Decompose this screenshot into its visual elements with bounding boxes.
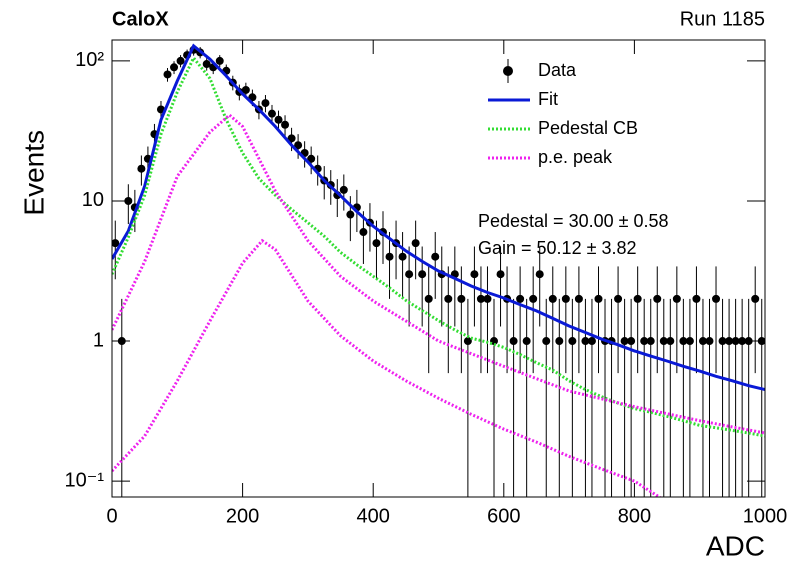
data-point xyxy=(215,56,224,65)
data-point xyxy=(659,337,668,346)
data-point xyxy=(646,337,655,346)
component-curve xyxy=(112,113,765,435)
x-tick-label: 800 xyxy=(618,505,651,527)
data-point xyxy=(666,337,675,346)
data-point xyxy=(248,93,257,102)
data-point xyxy=(418,270,427,279)
component-curve xyxy=(112,55,765,438)
y-tick-label: 1 xyxy=(93,329,104,351)
legend-marker xyxy=(503,66,513,76)
data-point xyxy=(385,252,394,261)
data-point xyxy=(627,337,636,346)
data-point xyxy=(640,337,649,346)
y-tick-label: 10² xyxy=(75,49,104,71)
data-point xyxy=(476,294,485,303)
data-point xyxy=(712,294,721,303)
data-point xyxy=(535,270,544,279)
data-point xyxy=(731,337,740,346)
data-point xyxy=(424,294,433,303)
data-point xyxy=(574,294,583,303)
data-point xyxy=(163,70,172,79)
data-point xyxy=(346,210,355,219)
data-point xyxy=(457,294,466,303)
component-curve xyxy=(112,238,662,497)
data-point xyxy=(398,252,407,261)
data-point xyxy=(594,294,603,303)
data-point xyxy=(274,115,283,124)
legend-label: Fit xyxy=(538,89,558,109)
data-point xyxy=(112,239,120,248)
data-point xyxy=(653,294,662,303)
chart-title: CaloX xyxy=(112,8,169,30)
data-point xyxy=(137,164,146,173)
legend-label: Data xyxy=(538,60,577,80)
x-tick-label: 1000 xyxy=(743,505,788,527)
data-point xyxy=(738,337,747,346)
plot-area xyxy=(112,43,765,497)
data-point xyxy=(307,154,316,163)
run-label: Run 1185 xyxy=(680,8,765,30)
data-point xyxy=(672,294,681,303)
data-point xyxy=(202,60,211,69)
frame xyxy=(111,39,766,498)
data-point xyxy=(692,294,701,303)
data-point xyxy=(614,294,623,303)
data-point xyxy=(241,85,250,94)
data-point xyxy=(581,337,590,346)
data-point xyxy=(522,337,531,346)
data-point xyxy=(496,270,505,279)
data-point xyxy=(281,120,290,129)
data-point xyxy=(542,337,551,346)
data-point xyxy=(339,185,348,194)
data-point xyxy=(294,141,303,150)
x-tick-label: 0 xyxy=(106,505,117,527)
data-point xyxy=(470,270,479,279)
fit-annotation: Pedestal = 30.00 ± 0.58 xyxy=(478,211,669,231)
data-point xyxy=(587,337,596,346)
data-point xyxy=(405,270,414,279)
data-point xyxy=(751,294,760,303)
data-point xyxy=(555,337,564,346)
data-point xyxy=(170,63,179,72)
y-tick-label: 10 xyxy=(82,189,104,211)
data-point xyxy=(267,109,276,118)
data-point xyxy=(685,337,694,346)
data-point xyxy=(529,294,538,303)
data-point xyxy=(463,337,472,346)
fit-annotation: Gain = 50.12 ± 3.82 xyxy=(478,238,637,258)
data-point xyxy=(509,337,518,346)
data-point xyxy=(548,294,557,303)
data-point xyxy=(372,239,381,248)
data-point xyxy=(359,228,368,237)
data-point xyxy=(561,294,570,303)
x-tick-label: 200 xyxy=(226,505,259,527)
data-point xyxy=(620,337,629,346)
data-point xyxy=(411,239,420,248)
data-point xyxy=(261,99,270,108)
data-point xyxy=(725,337,734,346)
data-point xyxy=(568,337,577,346)
y-tick-label: 10⁻¹ xyxy=(65,469,105,491)
data-point xyxy=(679,337,688,346)
data-point xyxy=(516,294,525,303)
legend-label: p.e. peak xyxy=(538,147,613,167)
data-point xyxy=(444,294,453,303)
y-axis-label: Events xyxy=(18,130,49,216)
x-tick-label: 400 xyxy=(357,505,390,527)
data-point xyxy=(705,337,714,346)
fit-curve xyxy=(112,43,765,392)
data-point xyxy=(287,134,296,143)
data-point xyxy=(698,337,707,346)
x-axis-label: ADC xyxy=(706,530,765,561)
data-point xyxy=(483,294,492,303)
x-tick-label: 600 xyxy=(487,505,520,527)
legend-label: Pedestal CB xyxy=(538,118,638,138)
data-point xyxy=(718,337,727,346)
data-point xyxy=(431,252,440,261)
data-point xyxy=(176,56,185,65)
data-point xyxy=(633,294,642,303)
